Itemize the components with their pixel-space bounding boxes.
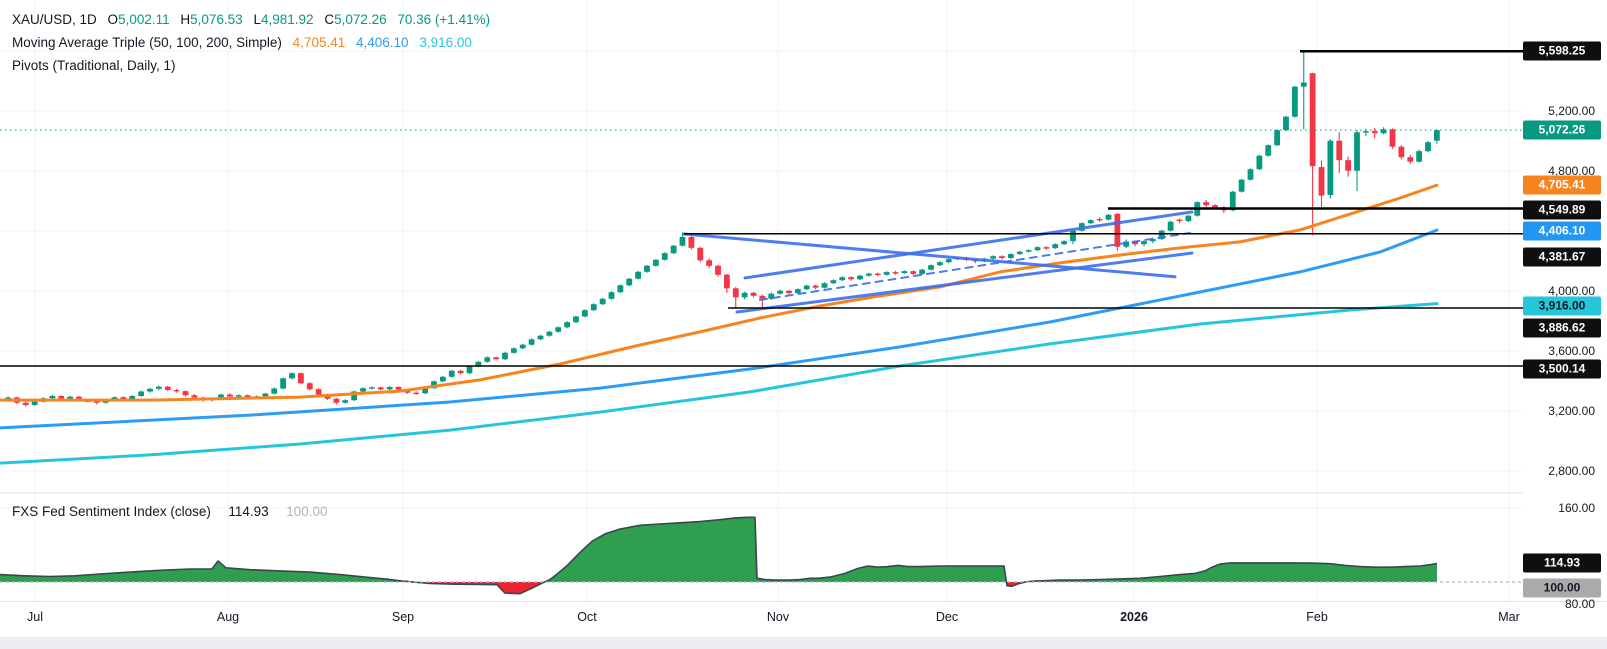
price-axis-label: 4,000.00: [1548, 284, 1595, 298]
high-value: 5,076.53: [190, 12, 243, 27]
time-axis-label: Jul: [27, 610, 43, 624]
open-label: O: [107, 12, 119, 27]
sentiment-indicator-label: FXS Fed Sentiment Index (close): [12, 504, 211, 519]
symbol-title: XAU/USD, 1D: [12, 12, 97, 27]
ma100-value: 4,406.10: [356, 35, 409, 50]
price-axis-label: 5,200.00: [1548, 104, 1595, 118]
price-axis-badge: 3,916.00: [1523, 296, 1601, 316]
time-axis-label: Feb: [1306, 610, 1328, 624]
time-axis-label: Aug: [216, 610, 240, 624]
time-axis-label: Nov: [766, 610, 790, 624]
time-axis-label: Mar: [1498, 610, 1520, 624]
time-axis-label: Dec: [935, 610, 959, 624]
price-axis-label: 2,800.00: [1548, 464, 1595, 478]
ma50-line: [0, 183, 1439, 402]
price-axis-label: 80.00: [1564, 597, 1595, 611]
price-axis-label: 3,200.00: [1548, 404, 1595, 418]
chart-legend: XAU/USD, 1D O5,002.11 H5,076.53 L4,981.9…: [12, 8, 490, 77]
price-axis-badge: 4,705.41: [1523, 175, 1601, 195]
price-axis-badge: 114.93: [1523, 553, 1601, 573]
ma-indicator-label: Moving Average Triple (50, 100, 200, Sim…: [12, 35, 282, 50]
price-axis-label: 4,800.00: [1548, 164, 1595, 178]
close-value: 5,072.26: [334, 12, 387, 27]
price-axis-badge: 3,500.14: [1523, 359, 1601, 379]
sentiment-panel: [0, 516, 1523, 595]
candlestick-series: [5, 51, 1440, 407]
sentiment-baseline-value: 100.00: [286, 504, 328, 519]
sentiment-legend-row[interactable]: FXS Fed Sentiment Index (close) 114.93 1…: [12, 504, 328, 519]
ma-legend-row[interactable]: Moving Average Triple (50, 100, 200, Sim…: [12, 31, 490, 54]
ma200-value: 3,916.00: [419, 35, 472, 50]
price-axis-badge: 4,381.67: [1523, 247, 1601, 267]
price-axis-badge: 4,406.10: [1523, 221, 1601, 241]
trendline-drawings: [682, 210, 1194, 314]
close-label: C: [324, 12, 335, 27]
time-axis-label: Oct: [577, 610, 597, 624]
time-axis-label: 2026: [1120, 610, 1148, 624]
price-axis-badge: 5,598.25: [1523, 41, 1601, 61]
low-value: 4,981.92: [260, 12, 314, 27]
ma50-value: 4,705.41: [292, 35, 346, 50]
pivots-indicator-label: Pivots (Traditional, Daily, 1): [12, 58, 176, 73]
change-value: 70.36 (+1.41%): [397, 12, 491, 27]
grid-lines: [0, 0, 1523, 601]
price-axis-badge: 5,072.26: [1523, 120, 1601, 140]
price-axis-label: 3,600.00: [1548, 344, 1595, 358]
high-label: H: [180, 12, 191, 27]
price-axis[interactable]: 5,200.00 4,800.00 4,000.00 3,600.00 3,200.00…: [1523, 0, 1607, 611]
price-axis-badge: 3,886.62: [1523, 318, 1601, 338]
ma100-line: [0, 228, 1439, 430]
bottom-strip: [0, 637, 1607, 649]
open-value: 5,002.11: [118, 12, 170, 27]
ma200-line: [0, 302, 1439, 465]
price-axis-badge: 100.00: [1523, 578, 1601, 598]
symbol-legend-row[interactable]: XAU/USD, 1D O5,002.11 H5,076.53 L4,981.9…: [12, 8, 490, 31]
low-label: L: [253, 12, 261, 27]
time-axis-label: Sep: [391, 610, 415, 624]
price-axis-label: 160.00: [1558, 501, 1595, 515]
pivot-lines: [0, 50, 1523, 367]
time-axis[interactable]: Jul Aug Sep Oct Nov Dec 2026 Feb Mar: [0, 601, 1607, 638]
price-axis-badge: 4,549.89: [1523, 200, 1601, 220]
sentiment-value: 114.93: [228, 504, 269, 519]
pivots-legend-row[interactable]: Pivots (Traditional, Daily, 1): [12, 54, 490, 77]
